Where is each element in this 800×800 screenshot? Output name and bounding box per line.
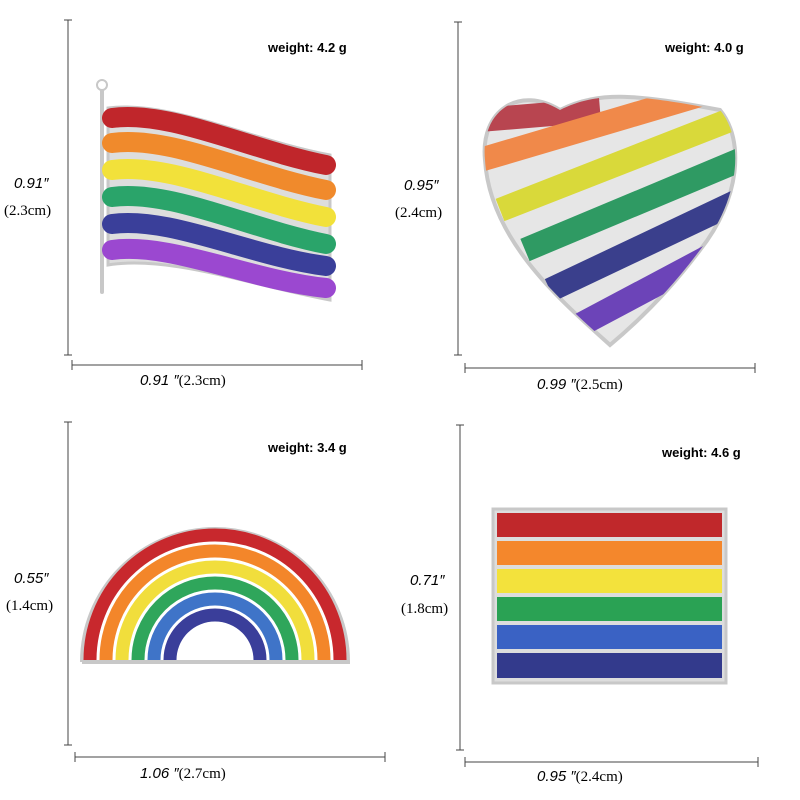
shape xyxy=(520,148,736,262)
height-inch: 0.71″ xyxy=(410,572,445,589)
wavy-flag-pin xyxy=(96,79,336,302)
shape xyxy=(497,569,722,593)
shape xyxy=(96,79,108,91)
width-inch: 0.95 ″ xyxy=(537,768,576,785)
width-label: 1.06 ″(2.7cm) xyxy=(140,765,226,782)
shape xyxy=(147,592,283,661)
shape xyxy=(495,108,735,222)
shape xyxy=(163,608,267,661)
shape xyxy=(544,189,736,301)
shape xyxy=(497,541,722,565)
width-label: 0.99 ″(2.5cm) xyxy=(537,376,623,393)
shape xyxy=(102,213,336,276)
height-inch: 0.91″ xyxy=(14,175,49,192)
shape xyxy=(102,238,336,298)
dimension-lines xyxy=(64,19,759,767)
shape xyxy=(497,653,722,678)
height-cm: (2.3cm) xyxy=(4,203,51,219)
width-inch: 1.06 ″ xyxy=(140,765,179,782)
shape xyxy=(484,98,601,132)
shape xyxy=(99,544,331,661)
shape xyxy=(464,363,756,373)
height-inch: 0.95″ xyxy=(404,177,439,194)
shape xyxy=(74,752,386,762)
shape xyxy=(456,424,464,751)
shape xyxy=(484,96,704,172)
height-cm: (1.4cm) xyxy=(6,598,53,614)
shape xyxy=(102,186,336,254)
shape xyxy=(102,132,336,200)
width-inch: 0.91 ″ xyxy=(140,372,179,389)
rect-flag-pin xyxy=(491,507,728,685)
shape xyxy=(83,528,347,661)
shape xyxy=(64,421,72,746)
shape xyxy=(64,19,72,356)
shape xyxy=(102,159,336,227)
weight: weight: 4.0 g xyxy=(664,40,744,55)
height-inch: 0.55″ xyxy=(14,570,49,587)
width-inch: 0.99 ″ xyxy=(537,376,576,393)
width-cm: (2.5cm) xyxy=(576,377,623,393)
weight: weight: 4.6 g xyxy=(661,445,741,460)
shape xyxy=(115,560,315,661)
shape xyxy=(497,625,722,649)
shape xyxy=(454,21,462,356)
height-cm: (2.4cm) xyxy=(395,205,442,221)
shape xyxy=(102,107,336,175)
width-cm: (2.3cm) xyxy=(179,373,226,389)
weight: weight: 3.4 g xyxy=(267,440,347,455)
shape xyxy=(497,513,722,537)
width-cm: (2.4cm) xyxy=(576,769,623,785)
heart-pin xyxy=(482,94,738,348)
width-cm: (2.7cm) xyxy=(179,766,226,782)
shape xyxy=(131,576,299,661)
shape xyxy=(497,597,722,621)
shape xyxy=(71,360,363,370)
shape xyxy=(464,757,759,767)
rainbow-pin xyxy=(80,527,351,664)
width-label: 0.91 ″(2.3cm) xyxy=(140,372,226,389)
height-cm: (1.8cm) xyxy=(401,601,448,617)
width-label: 0.95 ″(2.4cm) xyxy=(537,768,623,785)
weight: weight: 4.2 g xyxy=(267,40,347,55)
